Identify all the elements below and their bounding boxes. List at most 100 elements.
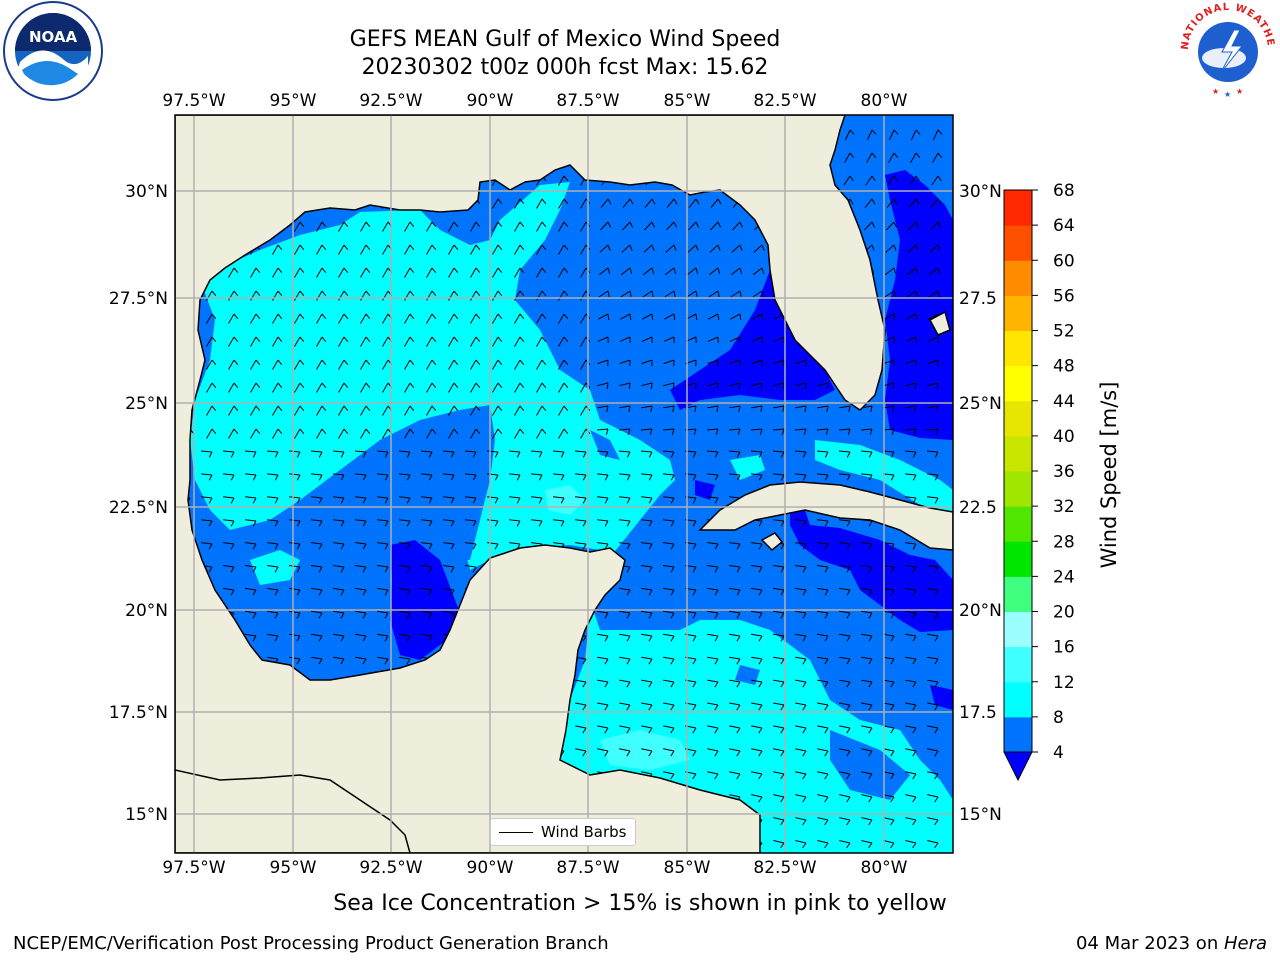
wind-barb xyxy=(492,221,503,232)
wind-barb xyxy=(817,840,829,849)
wind-barb xyxy=(839,702,851,711)
wind-barb xyxy=(795,702,807,711)
wind-barb xyxy=(773,702,785,711)
wind-barb xyxy=(509,496,521,504)
wind-barb xyxy=(619,542,631,550)
wind-barb xyxy=(333,610,345,619)
wind-barb xyxy=(927,496,939,504)
wind-barb xyxy=(245,473,257,481)
wind-barb xyxy=(844,152,855,163)
wind-barb xyxy=(360,359,371,370)
wind-barb xyxy=(426,428,437,439)
lon-tick-label: 90°W xyxy=(467,858,514,878)
wind-barb xyxy=(861,771,873,780)
wind-barb xyxy=(338,267,349,278)
latitude-labels-right: 30°N 27.5 25°N 22.5 20°N 17.5 15°N xyxy=(959,182,1002,825)
colorbar-segment xyxy=(1004,330,1032,367)
wind-barb xyxy=(597,405,609,412)
wind-barb xyxy=(289,633,301,642)
wind-barb xyxy=(707,702,719,711)
latitude-labels-left: 30°N 27.5°N 25°N 22.5°N 20°N 17.5°N 15°N xyxy=(109,182,168,825)
wind-barb xyxy=(905,359,917,367)
wind-barb xyxy=(843,175,854,186)
wind-barb xyxy=(448,267,459,278)
wind-barb xyxy=(514,267,525,278)
wind-barb xyxy=(707,748,719,757)
wind-barb xyxy=(905,840,917,849)
wind-barb xyxy=(817,771,829,780)
wind-barb xyxy=(751,587,763,596)
wind-barb xyxy=(904,428,917,435)
wind-barb xyxy=(355,633,367,642)
wind-barb xyxy=(839,771,851,780)
wind-barb xyxy=(245,587,257,596)
wind-barb xyxy=(860,428,873,435)
wind-barb xyxy=(641,496,653,504)
lon-tick-label: 85°W xyxy=(664,91,711,111)
wind-barb xyxy=(751,565,763,573)
wind-barb xyxy=(707,679,719,688)
wind-barb xyxy=(294,313,305,324)
wind-barb xyxy=(888,129,899,141)
wind-barb xyxy=(333,565,345,573)
wind-barb xyxy=(228,336,239,347)
colorbar-segment xyxy=(1004,435,1032,472)
wind-barb xyxy=(839,679,851,688)
wind-barb xyxy=(907,244,919,253)
wind-barb xyxy=(729,656,741,665)
wind-barb xyxy=(729,771,741,780)
wind-barb xyxy=(448,290,459,301)
wind-barb xyxy=(470,359,481,370)
wind-barb xyxy=(338,359,349,370)
wind-barb xyxy=(707,336,719,344)
wind-barb xyxy=(404,336,415,347)
wind-barb xyxy=(817,633,829,642)
wind-barb xyxy=(426,359,437,370)
wind-barb xyxy=(426,244,437,255)
wind-barb xyxy=(663,565,675,573)
wind-barb xyxy=(641,610,653,619)
wind-barb xyxy=(228,267,239,278)
wind-barb xyxy=(888,152,899,163)
wind-barb xyxy=(492,382,503,393)
wind-barb xyxy=(795,748,807,757)
wind-barb xyxy=(294,359,305,370)
wind-barb xyxy=(470,428,481,439)
wind-barb xyxy=(795,359,807,367)
wind-barb xyxy=(316,267,327,278)
wind-barb xyxy=(272,244,283,255)
wind-barb xyxy=(514,405,525,416)
wind-barb xyxy=(311,656,323,665)
wind-barb xyxy=(905,771,917,780)
colorbar-tick-label: 8 xyxy=(1053,708,1064,728)
wind-barb xyxy=(905,748,917,757)
wind-barb xyxy=(355,610,367,619)
wind-barb xyxy=(421,610,433,619)
land-areas xyxy=(175,115,953,853)
lon-tick-label: 92.5°W xyxy=(359,858,422,878)
wind-barb xyxy=(333,542,345,550)
lat-tick-label: 25°N xyxy=(125,394,168,414)
wind-barb xyxy=(618,450,631,458)
lon-tick-label: 97.5°W xyxy=(162,858,225,878)
wind-barb xyxy=(883,587,895,596)
wind-barb xyxy=(618,428,631,435)
wind-barb xyxy=(665,244,677,253)
wind-barb xyxy=(250,336,261,347)
wind-barb xyxy=(514,382,525,393)
wind-barb xyxy=(883,771,895,780)
wind-barb xyxy=(795,725,807,734)
wind-barb xyxy=(245,633,257,642)
wind-barb xyxy=(332,450,345,458)
colorbar-segment xyxy=(1004,576,1032,612)
wind-barb xyxy=(558,313,569,324)
wind-barb xyxy=(707,473,719,481)
wind-barb xyxy=(333,656,345,665)
wind-barb xyxy=(316,405,327,416)
wind-barb xyxy=(642,313,654,321)
wind-barb xyxy=(597,519,609,527)
wind-barb xyxy=(707,725,719,734)
wind-barb xyxy=(663,633,675,642)
wind-barb xyxy=(817,817,829,826)
wind-barb xyxy=(404,382,415,393)
